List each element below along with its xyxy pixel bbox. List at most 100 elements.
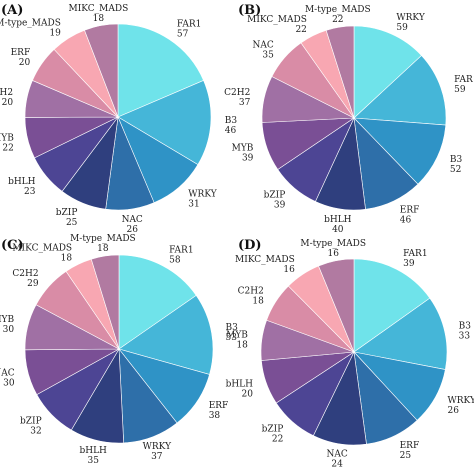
slice-label-far1: FAR1 bbox=[169, 245, 193, 255]
slice-value-mikc-mads: 22 bbox=[295, 25, 306, 35]
pie-slice-b3 bbox=[118, 294, 214, 375]
slice-value-m-type-mads: 22 bbox=[332, 15, 343, 25]
slice-value-bhlh: 20 bbox=[242, 389, 254, 399]
slice-label-bzip: bZIP bbox=[56, 208, 78, 218]
slice-value-bhlh: 35 bbox=[87, 456, 99, 466]
slice-value-c2h2: 29 bbox=[27, 279, 39, 289]
slice-label-wrky: WRKY bbox=[396, 13, 426, 23]
slice-value-far1: 39 bbox=[403, 259, 415, 269]
slice-value-mikc-mads: 16 bbox=[283, 265, 295, 275]
panel-label: (A) bbox=[1, 3, 23, 18]
pie-slice-b3 bbox=[353, 117, 447, 185]
slice-value-erf: 38 bbox=[209, 411, 221, 421]
slice-label-bhlh: bHLH bbox=[79, 446, 107, 456]
slice-label-m-type-mads: M-type_MADS bbox=[305, 5, 371, 15]
slice-value-bhlh: 40 bbox=[332, 225, 344, 235]
slice-label-b3: B3 bbox=[450, 155, 463, 165]
slice-label-c2h2: C2H2 bbox=[238, 286, 264, 296]
slice-label-c2h2: C2H2 bbox=[12, 269, 38, 279]
slice-label-bhlh: bHLH bbox=[324, 215, 352, 225]
slice-value-bzip: 32 bbox=[30, 426, 41, 436]
slice-value-wrky: 26 bbox=[448, 406, 460, 416]
pie-slice-far1 bbox=[353, 258, 431, 353]
slice-label-m-type-mads: M-type_MADS bbox=[0, 19, 61, 29]
slice-value-nac: 35 bbox=[262, 51, 274, 61]
slice-label-c2h2: C2H2 bbox=[224, 88, 250, 98]
slice-label-erf: ERF bbox=[400, 441, 420, 451]
slice-label-mikc-mads: MIKC_MADS bbox=[69, 4, 129, 14]
slice-label-m-type-mads: M-type_MADS bbox=[70, 234, 136, 244]
slice-value-far1: 58 bbox=[169, 255, 181, 265]
slice-value-wrky: 31 bbox=[188, 200, 199, 210]
slice-value-mikc-mads: 18 bbox=[61, 254, 73, 264]
slice-label-bhlh: bHLH bbox=[226, 379, 254, 389]
pie-slice-b3 bbox=[353, 297, 448, 370]
slice-value-c2h2: 37 bbox=[239, 98, 251, 108]
slice-label-mikc-mads: MIKC_MADS bbox=[12, 244, 72, 254]
slice-label-b3: B3 bbox=[226, 323, 239, 333]
slice-label-mikc-mads: MIKC_MADS bbox=[235, 255, 295, 265]
slice-value-far1: 57 bbox=[177, 30, 189, 40]
slice-label-erf: ERF bbox=[209, 401, 229, 411]
slice-label-wrky: WRKY bbox=[448, 396, 474, 406]
slice-value-bzip: 25 bbox=[66, 218, 78, 228]
slice-label-nac: NAC bbox=[122, 215, 143, 225]
slice-value-bzip: 22 bbox=[272, 434, 283, 444]
slice-label-wrky: WRKY bbox=[143, 442, 173, 452]
pie-slice-far1 bbox=[353, 55, 447, 126]
slice-label-bzip: bZIP bbox=[264, 191, 286, 201]
slice-value-far1: 59 bbox=[454, 85, 466, 95]
pie-panel-3: (C)FAR158B353ERF38WRKY37bHLH35bZIP32NAC3… bbox=[0, 234, 238, 466]
slice-label-nac: NAC bbox=[253, 41, 274, 51]
slice-value-erf: 25 bbox=[400, 451, 412, 461]
slice-value-nac: 26 bbox=[126, 225, 138, 235]
pie-slice-mikc-mads bbox=[84, 23, 119, 118]
pie-slice-far1 bbox=[118, 254, 197, 350]
slice-value-nac: 30 bbox=[3, 379, 15, 389]
panel-label: (C) bbox=[1, 238, 24, 253]
pie-slice-m-type-mads bbox=[325, 25, 355, 119]
slice-label-bzip: bZIP bbox=[262, 424, 284, 434]
slice-label-myb: MYB bbox=[0, 133, 14, 143]
slice-value-nac: 24 bbox=[331, 460, 343, 470]
pie-slice-m-type-mads bbox=[318, 258, 355, 353]
pie-slice-b3 bbox=[117, 80, 212, 166]
slice-label-myb: MYB bbox=[226, 330, 248, 340]
pie-slice-m-type-mads bbox=[90, 254, 120, 350]
slice-label-bhlh: bHLH bbox=[8, 177, 36, 187]
slice-value-myb: 18 bbox=[236, 340, 248, 350]
pie-slice-wrky bbox=[353, 25, 422, 119]
slice-value-m-type-mads: 16 bbox=[327, 249, 339, 259]
slice-value-c2h2: 20 bbox=[2, 98, 14, 108]
slice-value-myb: 39 bbox=[242, 154, 254, 164]
slice-value-b3: 52 bbox=[450, 165, 461, 175]
slice-value-myb: 30 bbox=[3, 325, 15, 335]
slice-value-erf: 46 bbox=[400, 216, 412, 226]
slice-value-wrky: 59 bbox=[396, 23, 408, 33]
slice-value-b3: 33 bbox=[459, 331, 471, 341]
panel-label: (B) bbox=[238, 3, 261, 18]
slice-label-wrky: WRKY bbox=[188, 190, 218, 200]
pie-panel-4: (D)FAR139B333WRKY26ERF25NAC24bZIP22bHLH2… bbox=[226, 238, 474, 470]
slice-label-b3: B3 bbox=[459, 321, 472, 331]
slice-value-b3: 53 bbox=[226, 333, 238, 343]
slice-label-bzip: bZIP bbox=[20, 416, 42, 426]
slice-value-m-type-mads: 18 bbox=[97, 244, 109, 254]
slice-label-nac: NAC bbox=[0, 369, 15, 379]
slice-label-far1: FAR1 bbox=[177, 20, 201, 30]
slice-value-bhlh: 23 bbox=[24, 187, 36, 197]
slice-label-m-type-mads: M-type_MADS bbox=[300, 239, 366, 249]
slice-label-mikc-mads: MIKC_MADS bbox=[247, 15, 307, 25]
pie-panel-2: (B)WRKY59FAR159B352ERF46bHLH40bZIP39MYB3… bbox=[224, 3, 474, 235]
slice-label-myb: MYB bbox=[0, 315, 14, 325]
slice-label-myb: MYB bbox=[232, 144, 254, 154]
slice-label-nac: NAC bbox=[326, 450, 347, 460]
slice-value-wrky: 37 bbox=[151, 452, 163, 462]
slice-label-far1: FAR1 bbox=[454, 75, 474, 85]
slice-label-far1: FAR1 bbox=[403, 249, 427, 259]
panel-label: (D) bbox=[238, 238, 262, 253]
slice-value-myb: 22 bbox=[2, 143, 13, 153]
slice-label-b3: B3 bbox=[225, 116, 238, 126]
slice-value-bzip: 39 bbox=[274, 201, 286, 211]
